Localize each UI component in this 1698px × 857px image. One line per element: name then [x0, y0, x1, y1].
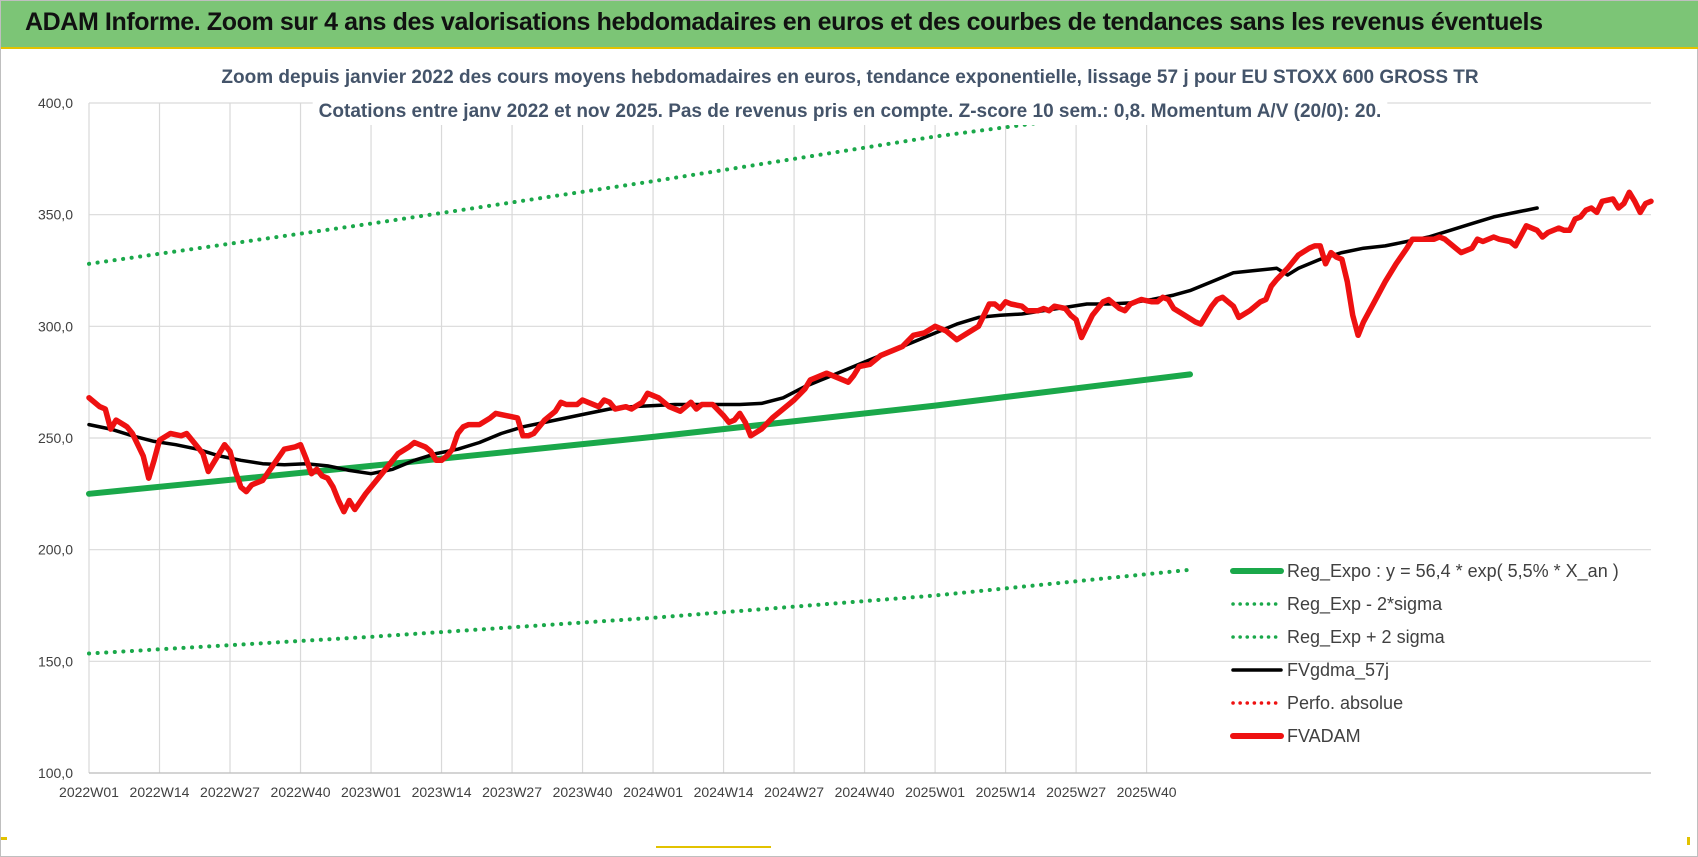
y-tick-label: 400,0 — [38, 95, 73, 111]
x-tick-label: 2025W01 — [905, 784, 965, 800]
x-axis: 2022W01 2022W14 2022W27 2022W40 2023W01 2023W… — [59, 784, 1177, 800]
line-chart: 100,0 150,0 200,0 250,0 300,0 350,0 400,0 2022… — [38, 64, 1654, 800]
chart-title-line: Cotations entre janv 2022 et nov 2025. P… — [319, 101, 1382, 122]
x-tick-label: 2024W01 — [623, 784, 683, 800]
y-tick-label: 350,0 — [38, 207, 73, 223]
y-tick-label: 200,0 — [38, 542, 73, 558]
series-line — [86, 371, 1193, 497]
series-line — [87, 206, 1539, 476]
corner-mark-right — [1687, 837, 1690, 845]
chart-grid — [88, 102, 1651, 774]
x-tick-label: 2023W01 — [341, 784, 401, 800]
y-tick-label: 300,0 — [38, 318, 73, 334]
legend-label: Reg_Exp + 2 sigma — [1287, 627, 1446, 648]
legend-label: Perfo. absolue — [1287, 693, 1403, 713]
legend-label: FVgdma_57j — [1287, 660, 1389, 681]
bottom-mark — [656, 846, 771, 848]
chart-title-bg — [215, 64, 1485, 91]
chart-series — [86, 101, 1654, 656]
legend-label: Reg_Exp - 2*sigma — [1287, 594, 1443, 615]
x-tick-label: 2022W14 — [130, 784, 190, 800]
x-tick-label: 2024W27 — [764, 784, 824, 800]
y-axis: 100,0 150,0 200,0 250,0 300,0 350,0 400,0 — [38, 95, 73, 781]
chart-title: Zoom depuis janvier 2022 des cours moyen… — [215, 64, 1485, 125]
x-tick-label: 2024W14 — [694, 784, 754, 800]
chart-title-line: Zoom depuis janvier 2022 des cours moyen… — [221, 67, 1479, 88]
series-line — [87, 567, 1192, 656]
x-tick-label: 2025W14 — [976, 784, 1036, 800]
x-tick-label: 2022W40 — [271, 784, 331, 800]
x-tick-label: 2022W01 — [59, 784, 119, 800]
x-tick-label: 2022W27 — [200, 784, 260, 800]
chart-legend: Reg_Expo : y = 56,4 * exp( 5,5% * X_an )… — [1230, 561, 1619, 746]
legend-label: FVADAM — [1287, 726, 1361, 746]
series-line — [86, 189, 1654, 515]
x-tick-label: 2023W14 — [412, 784, 472, 800]
y-tick-label: 250,0 — [38, 430, 73, 446]
x-tick-label: 2025W40 — [1117, 784, 1177, 800]
x-tick-label: 2024W40 — [835, 784, 895, 800]
x-tick-label: 2023W40 — [553, 784, 613, 800]
series-line — [87, 101, 1192, 266]
corner-mark-left — [1, 837, 7, 840]
chart-title-bg — [312, 98, 1388, 125]
report-title: ADAM Informe. Zoom sur 4 ans des valoris… — [25, 8, 1543, 36]
x-tick-label: 2025W27 — [1046, 784, 1106, 800]
x-tick-label: 2023W27 — [482, 784, 542, 800]
y-tick-label: 100,0 — [38, 765, 73, 781]
report-banner: ADAM Informe. Zoom sur 4 ans des valoris… — [1, 1, 1698, 49]
legend-label: Reg_Expo : y = 56,4 * exp( 5,5% * X_an ) — [1287, 561, 1619, 582]
y-tick-label: 150,0 — [38, 653, 73, 669]
